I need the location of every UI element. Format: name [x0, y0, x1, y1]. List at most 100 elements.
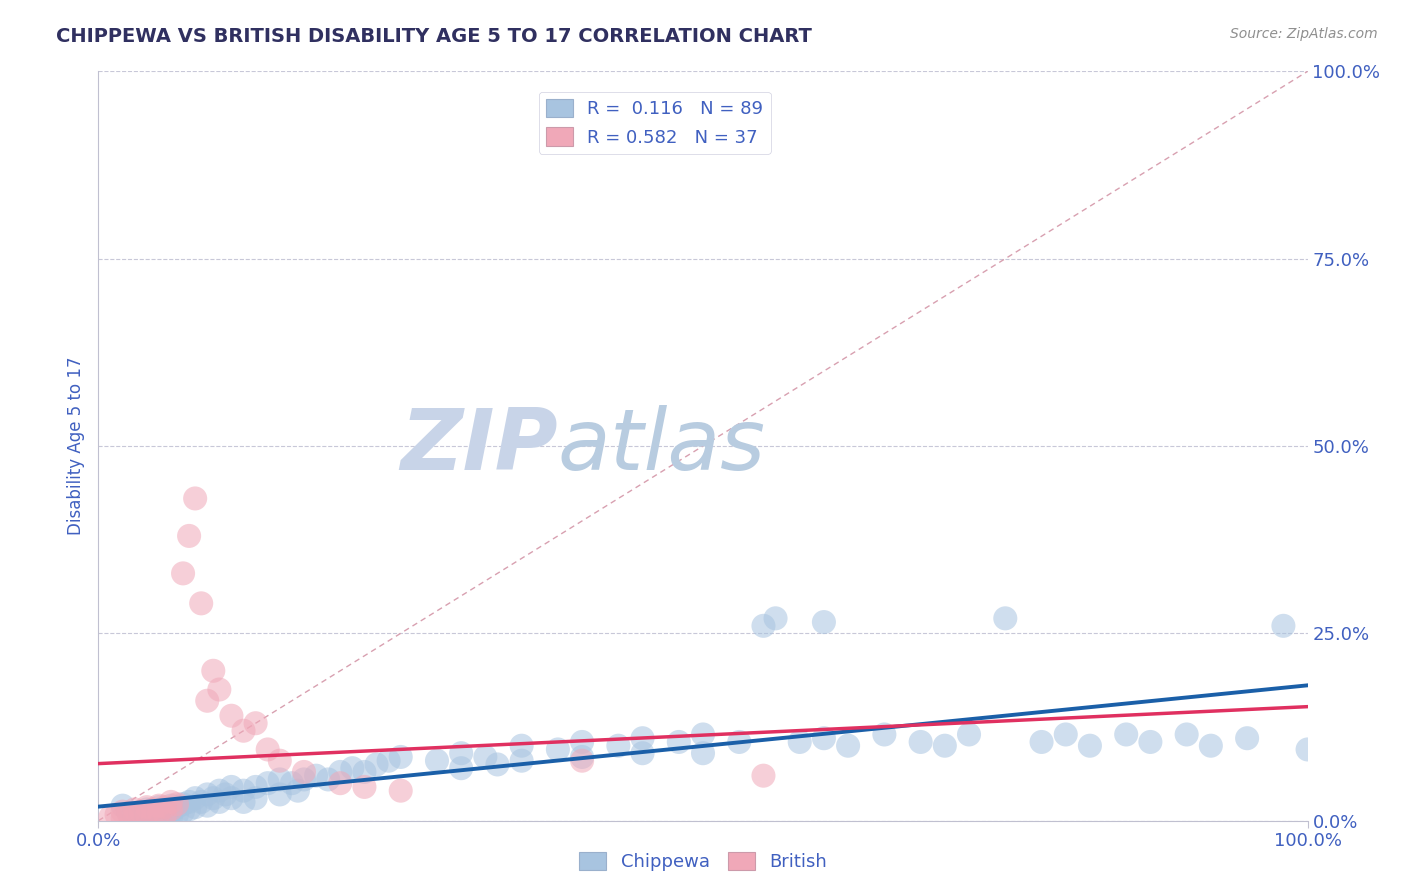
Point: [124, 810, 146, 824]
Point: [389, 750, 412, 764]
Point: [135, 807, 157, 822]
Point: [1115, 727, 1137, 741]
Point: [256, 776, 278, 790]
Point: [329, 764, 352, 779]
Point: [135, 810, 157, 824]
Point: [1296, 742, 1319, 756]
Point: [571, 735, 593, 749]
Point: [179, 529, 201, 543]
Text: ZIP: ZIP: [401, 404, 558, 488]
Point: [148, 800, 170, 814]
Point: [342, 761, 364, 775]
Point: [153, 807, 176, 822]
Point: [1031, 735, 1053, 749]
Point: [1054, 727, 1077, 741]
Point: [631, 746, 654, 760]
Point: [426, 754, 449, 768]
Point: [190, 795, 212, 809]
Point: [202, 664, 225, 678]
Point: [184, 791, 207, 805]
Point: [377, 754, 399, 768]
Point: [160, 806, 183, 821]
Point: [692, 727, 714, 741]
Point: [765, 611, 787, 625]
Point: [118, 806, 141, 821]
Point: [135, 800, 157, 814]
Point: [1272, 619, 1295, 633]
Point: [221, 708, 243, 723]
Text: Source: ZipAtlas.com: Source: ZipAtlas.com: [1230, 27, 1378, 41]
Point: [486, 757, 509, 772]
Point: [450, 761, 472, 775]
Point: [316, 772, 339, 787]
Point: [111, 811, 134, 825]
Point: [153, 807, 176, 822]
Point: [547, 742, 569, 756]
Point: [1236, 731, 1258, 746]
Point: [184, 800, 207, 814]
Legend: Chippewa, British: Chippewa, British: [572, 845, 834, 879]
Point: [994, 611, 1017, 625]
Point: [142, 810, 165, 824]
Point: [329, 776, 352, 790]
Point: [305, 769, 328, 783]
Point: [813, 615, 835, 629]
Point: [934, 739, 956, 753]
Text: CHIPPEWA VS BRITISH DISABILITY AGE 5 TO 17 CORRELATION CHART: CHIPPEWA VS BRITISH DISABILITY AGE 5 TO …: [56, 27, 813, 45]
Point: [510, 754, 533, 768]
Point: [129, 807, 152, 822]
Point: [269, 772, 291, 787]
Point: [789, 735, 811, 749]
Point: [160, 798, 183, 813]
Point: [135, 802, 157, 816]
Point: [124, 802, 146, 816]
Point: [353, 780, 375, 794]
Point: [873, 727, 896, 741]
Point: [111, 805, 134, 819]
Point: [142, 802, 165, 816]
Point: [214, 788, 236, 802]
Point: [292, 772, 315, 787]
Point: [118, 806, 141, 821]
Point: [510, 739, 533, 753]
Point: [221, 791, 243, 805]
Point: [142, 805, 165, 819]
Point: [221, 780, 243, 794]
Point: [195, 788, 218, 802]
Point: [957, 727, 980, 741]
Point: [245, 716, 267, 731]
Point: [148, 798, 170, 813]
Point: [166, 807, 188, 822]
Point: [1139, 735, 1161, 749]
Point: [813, 731, 835, 746]
Point: [190, 596, 212, 610]
Point: [1175, 727, 1198, 741]
Point: [292, 764, 315, 779]
Point: [571, 750, 593, 764]
Point: [366, 757, 388, 772]
Point: [148, 806, 170, 821]
Point: [910, 735, 932, 749]
Point: [184, 491, 207, 506]
Point: [607, 739, 630, 753]
Point: [129, 805, 152, 819]
Point: [232, 795, 254, 809]
Point: [353, 764, 375, 779]
Point: [450, 746, 472, 760]
Point: [100, 810, 122, 824]
Point: [105, 807, 128, 822]
Point: [160, 811, 183, 825]
Point: [1078, 739, 1101, 753]
Point: [111, 798, 134, 813]
Point: [172, 805, 194, 819]
Point: [179, 802, 201, 816]
Point: [153, 802, 176, 816]
Point: [195, 694, 218, 708]
Point: [166, 800, 188, 814]
Point: [208, 783, 231, 797]
Point: [571, 754, 593, 768]
Point: [389, 783, 412, 797]
Point: [142, 811, 165, 825]
Point: [837, 739, 859, 753]
Point: [232, 783, 254, 797]
